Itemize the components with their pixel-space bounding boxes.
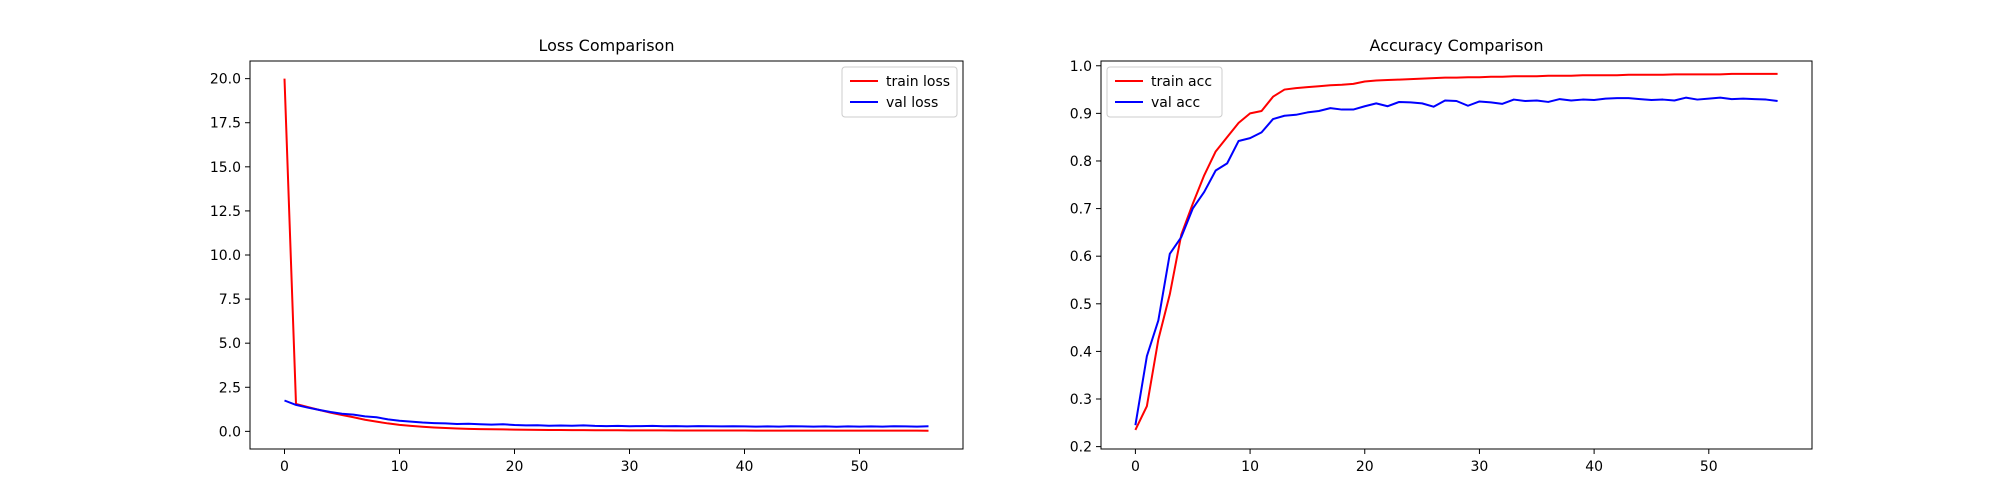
loss-y-tick-label: 12.5 <box>210 204 241 220</box>
loss-legend-box <box>841 66 958 118</box>
accuracy-y-tick-label: 0.3 <box>1070 392 1092 408</box>
accuracy-y-tick-label: 0.6 <box>1070 249 1092 265</box>
accuracy-x-tick-label: 40 <box>1585 459 1603 475</box>
loss-y-tick-label: 20.0 <box>210 72 241 88</box>
loss-y-tick-label: 15.0 <box>210 160 241 176</box>
loss-x-tick-label: 10 <box>391 459 409 475</box>
accuracy-chart-title: Accuracy Comparison <box>1370 36 1544 55</box>
accuracy-y-tick-label: 0.5 <box>1070 297 1092 313</box>
loss-chart-title: Loss Comparison <box>539 36 675 55</box>
loss-x-tick-label: 20 <box>506 459 524 475</box>
loss-x-tick-label: 30 <box>621 459 639 475</box>
accuracy-y-tick-label: 0.4 <box>1070 344 1092 360</box>
loss-legend-label: val loss <box>886 95 938 111</box>
accuracy-y-tick-label: 0.2 <box>1070 440 1092 456</box>
loss-y-tick-label: 10.0 <box>210 248 241 264</box>
loss-x-tick-label: 0 <box>280 459 289 475</box>
accuracy-chart: Accuracy Comparison 0 10 20 30 40 50 0.2 0.3 0.4 0… <box>1070 36 1813 475</box>
accuracy-series-line-val-acc <box>1134 96 1778 426</box>
loss-y-tick-label: 0.0 <box>219 424 241 440</box>
accuracy-series-line-train-acc <box>1134 72 1778 431</box>
accuracy-y-tick-label: 0.9 <box>1070 106 1092 122</box>
loss-axes-frame <box>249 60 964 450</box>
loss-x-tick-label: 40 <box>736 459 754 475</box>
accuracy-x-tick-label: 50 <box>1700 459 1718 475</box>
loss-x-tick-label: 50 <box>851 459 869 475</box>
loss-y-tick-label: 2.5 <box>219 380 241 396</box>
loss-legend: train loss val loss <box>841 66 958 118</box>
accuracy-x-tick-label: 0 <box>1131 459 1140 475</box>
loss-legend-label: train loss <box>886 74 950 90</box>
accuracy-y-tick-label: 0.7 <box>1070 202 1092 218</box>
accuracy-legend-label: train acc <box>1151 74 1212 90</box>
loss-y-tick-label: 7.5 <box>219 292 241 308</box>
loss-series-line-val-loss <box>284 399 929 428</box>
accuracy-y-tick-label: 0.8 <box>1070 154 1092 170</box>
accuracy-axes-frame <box>1100 60 1813 450</box>
accuracy-x-tick-label: 10 <box>1241 459 1259 475</box>
loss-chart: Loss Comparison 0 10 20 30 40 50 0.0 2.5 5.0 7.5 10… <box>210 36 964 475</box>
accuracy-legend-box <box>1106 66 1223 118</box>
loss-series-line-train-loss <box>283 78 929 432</box>
accuracy-legend: train acc val acc <box>1106 66 1223 118</box>
accuracy-y-tick-label: 1.0 <box>1070 59 1092 75</box>
accuracy-x-tick-label: 30 <box>1471 459 1489 475</box>
accuracy-x-tick-label: 20 <box>1356 459 1374 475</box>
loss-y-tick-label: 17.5 <box>210 116 241 132</box>
accuracy-legend-label: val acc <box>1151 95 1200 111</box>
loss-y-tick-label: 5.0 <box>219 336 241 352</box>
